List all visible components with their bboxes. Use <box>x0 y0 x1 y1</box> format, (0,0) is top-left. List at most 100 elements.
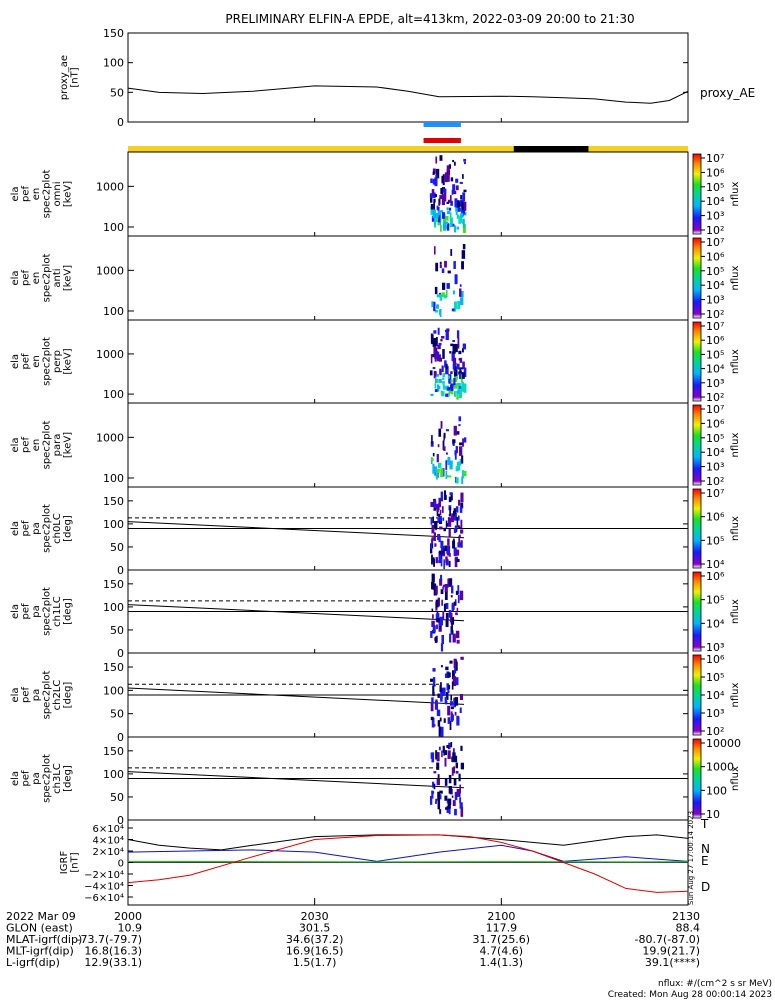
spectrogram-pixel <box>444 778 448 786</box>
spectrogram-pixel <box>445 520 448 528</box>
spectrogram-pixel <box>430 716 434 721</box>
colorbar-tick-label-omni: 10² <box>706 224 724 237</box>
spectrogram-pixel <box>460 297 464 306</box>
spectrogram-pixel <box>458 526 462 529</box>
spectrogram-pixel <box>448 798 452 805</box>
igrf-line-N <box>127 844 689 862</box>
spectrogram-pixel <box>440 210 444 213</box>
colorbar-perp <box>692 321 702 402</box>
spectrogram-pixel <box>459 694 463 701</box>
colorbar-tick-label-ch2: 10⁶ <box>706 653 725 666</box>
spectrogram-pixel <box>459 442 463 446</box>
spectrogram-pixel <box>449 633 452 643</box>
spectrogram-pixel <box>445 619 449 628</box>
spectrogram-pixel <box>435 212 439 218</box>
ylabel-proxy-1: [nT] <box>69 67 80 87</box>
spectrogram-pixel <box>438 198 441 205</box>
ytick-label-igrf: 0 <box>118 859 124 870</box>
spectrogram-pixel <box>463 189 467 193</box>
spectrogram-pixel <box>458 350 462 355</box>
spectrogram-pixel <box>453 778 457 786</box>
ylabel-ch0-4: ch0LC <box>52 513 63 544</box>
spectrogram-pixel <box>432 171 435 175</box>
ytick-label-ch3: 0 <box>117 814 124 827</box>
ylabel-ch1-1: pef <box>20 603 31 620</box>
spectrogram-pixel <box>444 329 448 333</box>
ylabel-para-2: en <box>31 439 42 452</box>
colorbar-tick-label-ch3: 10000 <box>706 737 741 750</box>
spectrogram-pixel <box>450 715 453 721</box>
ylabel-ch2-4: ch2LC <box>52 680 63 711</box>
spectrogram-pixel <box>454 343 458 353</box>
spectrogram-pixel <box>440 574 443 581</box>
spectrogram-pixel <box>446 223 450 231</box>
spectrogram-pixel <box>435 156 438 164</box>
spectrogram-pixel <box>432 614 434 619</box>
spectrogram-pixel <box>459 797 462 804</box>
spectrogram-pixel <box>436 304 439 309</box>
spectrogram-pixel <box>462 438 464 447</box>
footer-units: nflux: #/(cm^2 s sr MeV) <box>658 979 772 989</box>
spectrogram-pixel <box>456 392 459 400</box>
spectrogram-pixel <box>459 367 463 370</box>
igrf-legend-E: E <box>701 854 709 868</box>
spectrogram-pixel <box>447 199 452 203</box>
spectrogram-pixel <box>454 391 456 397</box>
colorbar-tick-label-ch1: 10⁵ <box>706 594 724 607</box>
spectrogram-pixel <box>450 390 454 395</box>
panel-frame-perp <box>127 319 689 404</box>
spectrogram-pixel <box>448 207 452 211</box>
spectrogram-pixel <box>443 559 445 570</box>
spectrogram-pixel <box>460 291 464 298</box>
spectrogram-pixel <box>443 718 446 723</box>
spectrogram-pixel <box>445 215 449 221</box>
spectrogram-pixel <box>433 783 436 790</box>
spectrogram-pixel <box>450 200 453 206</box>
ylabel-anti-0: ela <box>10 270 21 285</box>
spectrogram-pixel <box>436 294 439 298</box>
spectrogram-pixel <box>461 476 464 484</box>
spectrogram-pixel <box>441 506 444 513</box>
spectrogram-pixel <box>445 475 449 478</box>
spectrogram-pixel <box>434 177 438 187</box>
spectrogram-pixel <box>450 383 454 391</box>
spectrogram-pixel <box>435 351 440 356</box>
spectrogram-pixel <box>453 425 457 436</box>
spectrogram-pixel <box>434 389 438 393</box>
spectrogram-pixel <box>435 557 438 564</box>
ytick-label-para: 1000 <box>96 431 124 444</box>
spectrogram-pixel <box>448 169 451 175</box>
spectrogram-pixel <box>431 543 433 549</box>
spectrogram-pixel <box>434 376 437 384</box>
spectrogram-pixel <box>439 616 444 626</box>
spectrogram-pixel <box>460 745 463 751</box>
spectrogram-pixel <box>452 340 455 343</box>
spectrogram-pixel <box>452 748 455 757</box>
panel-frame-omni <box>127 151 689 237</box>
spectrogram-pixel <box>433 532 436 541</box>
spectrogram-pixel <box>463 201 467 211</box>
colorbar-tick-label-anti: 10⁴ <box>706 279 725 292</box>
spectrogram-pixel <box>454 697 459 706</box>
spectrogram-pixel <box>432 677 436 686</box>
spectrogram-pixel <box>430 518 433 525</box>
spectrogram-pixel <box>445 807 449 810</box>
spectrogram-pixel <box>452 540 456 549</box>
ephemeris-value: 2030 <box>301 910 329 923</box>
spectrogram-pixel <box>444 757 447 767</box>
spectrogram-pixel <box>432 209 436 219</box>
spectrogram-pixel <box>435 613 439 622</box>
spectrogram-pixel <box>442 349 445 359</box>
spectrogram-pixel <box>445 692 449 700</box>
spectrogram-pixel <box>432 452 435 457</box>
spectrogram-pixel <box>444 750 447 755</box>
spectrogram-pixel <box>432 337 437 347</box>
spectrogram-pixel <box>457 207 461 212</box>
spectrogram-pixel <box>456 793 460 797</box>
spectrogram-pixel <box>434 700 438 710</box>
spectrogram-pixel <box>459 458 462 466</box>
spectrogram-pixel <box>444 584 448 593</box>
spectrogram-pixel <box>435 798 438 802</box>
spectrogram-pixel <box>451 602 454 612</box>
spectrogram-pixel <box>435 750 438 760</box>
